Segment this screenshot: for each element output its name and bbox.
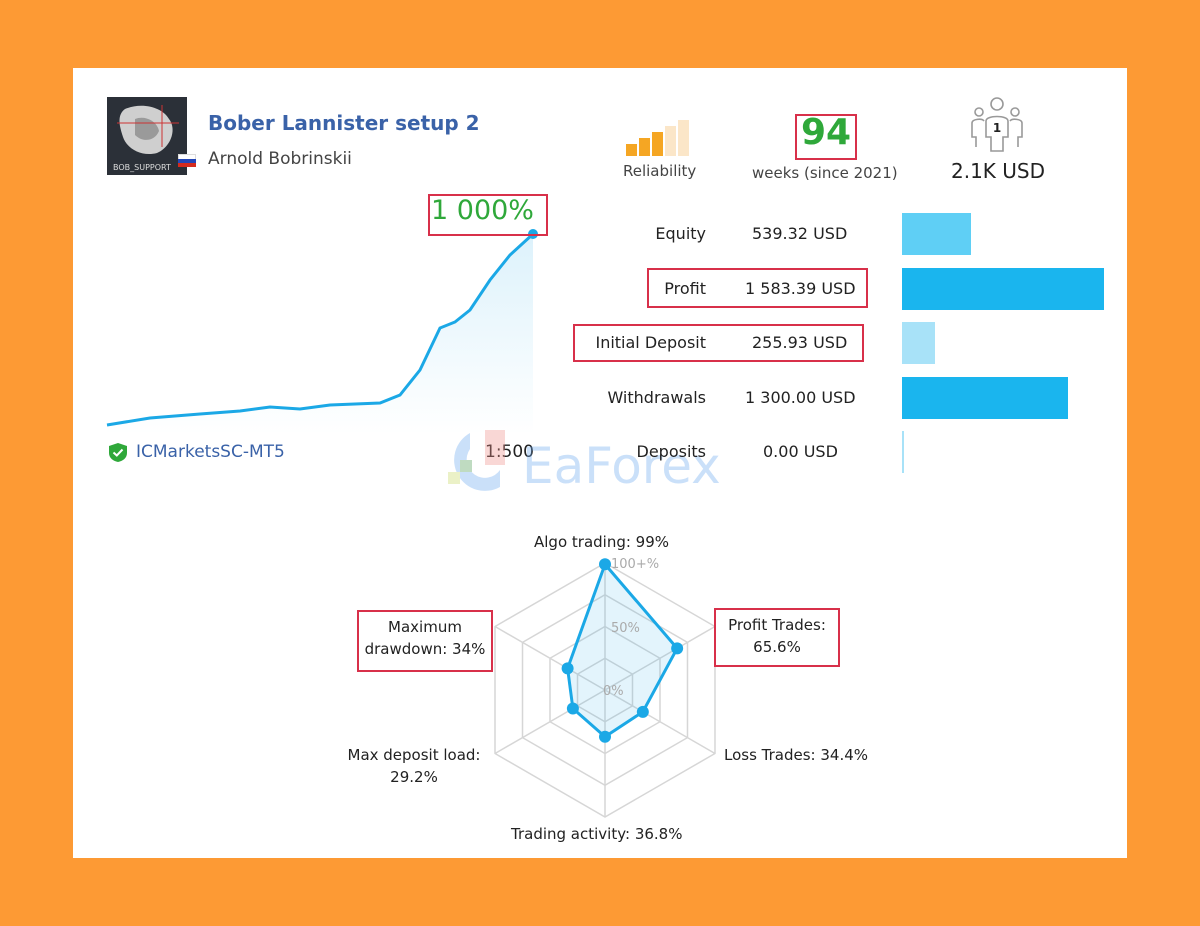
signal-title[interactable]: Bober Lannister setup 2 xyxy=(208,111,480,135)
leverage-value: 1:500 xyxy=(485,442,534,462)
reliability-bar xyxy=(665,126,676,156)
svg-text:EaForex: EaForex xyxy=(522,437,721,495)
weeks-label: weeks (since 2021) xyxy=(752,164,898,182)
radar-axis xyxy=(604,689,716,755)
watermark-logo: EaForex xyxy=(430,425,780,504)
radar-point xyxy=(566,702,579,715)
verified-shield-icon xyxy=(109,443,127,462)
weeks-highlight xyxy=(795,114,857,160)
stat-bar xyxy=(902,267,1104,310)
radar-point xyxy=(599,730,611,743)
stat-value: 0.00 USD xyxy=(763,442,838,461)
growth-area xyxy=(107,234,533,435)
stat-label: Deposits xyxy=(636,442,707,461)
avatar-image: BOB_SUPPORT xyxy=(113,105,179,172)
reliability-label: Reliability xyxy=(623,162,697,180)
radar-ring-label: 0% xyxy=(603,684,624,699)
stat-bar xyxy=(902,431,904,473)
radar-label-loss: Loss Trades: 34.4% xyxy=(724,746,869,764)
drawdown-highlight xyxy=(357,610,493,672)
reliability-bar xyxy=(639,138,650,156)
reliability-bar xyxy=(652,132,663,156)
stat-value: 255.93 USD xyxy=(752,333,848,352)
radar-label-profit: Profit Trades: 65.6% xyxy=(728,616,826,656)
growth-highlight xyxy=(428,194,548,236)
profit-trades-highlight xyxy=(714,608,840,667)
avatar[interactable]: BOB_SUPPORT xyxy=(107,97,187,175)
signal-card xyxy=(73,68,1127,858)
reliability-bar xyxy=(626,144,637,156)
subscribers-value: 2.1K USD xyxy=(951,159,1046,183)
author-name[interactable]: Arnold Bobrinskii xyxy=(208,149,352,169)
growth-line xyxy=(106,232,535,427)
stat-label: Equity xyxy=(655,224,706,243)
russia-flag-icon xyxy=(178,154,196,167)
stat-bar xyxy=(902,376,1068,419)
subscribers-count: 1 xyxy=(993,121,1001,135)
radar-label-deposit-load: Max deposit load: 29.2% xyxy=(347,746,481,786)
radar-axis xyxy=(604,625,716,691)
stat-label: Profit xyxy=(664,278,706,298)
radar-label-algo: Algo trading: 99% xyxy=(534,533,670,551)
weeks-value: 94 xyxy=(800,112,852,153)
initial-deposit-highlight xyxy=(573,324,864,362)
radar-axis xyxy=(494,625,606,691)
radar-label-drawdown: Maximum drawdown: 34% xyxy=(364,618,486,658)
radar-axis xyxy=(494,689,606,755)
svg-text:BOB_SUPPORT: BOB_SUPPORT xyxy=(113,163,171,172)
stat-bar xyxy=(902,322,935,364)
stat-label: Initial Deposit xyxy=(595,333,706,352)
stat-value: 539.32 USD xyxy=(752,224,848,243)
radar-label-activity: Trading activity: 36.8% xyxy=(511,825,683,843)
broker-link[interactable]: ICMarketsSC-MT5 xyxy=(136,442,285,462)
profit-highlight xyxy=(647,268,868,308)
stat-value: 1 583.39 USD xyxy=(745,278,856,298)
radar-point xyxy=(636,705,649,718)
radar-ring-label: 50% xyxy=(611,621,640,636)
radar-ring-label: 100+% xyxy=(611,557,659,572)
radar-point xyxy=(599,558,611,571)
growth-value: 1 000% xyxy=(431,195,534,226)
reliability-icon xyxy=(626,120,698,156)
stat-value: 1 300.00 USD xyxy=(745,387,856,407)
radar-point xyxy=(671,642,684,655)
subscribers-icon: 1 xyxy=(971,97,1023,152)
radar-point xyxy=(561,662,574,675)
reliability-bar xyxy=(678,120,689,156)
stat-bar xyxy=(902,213,971,255)
stat-label: Withdrawals xyxy=(607,387,706,407)
